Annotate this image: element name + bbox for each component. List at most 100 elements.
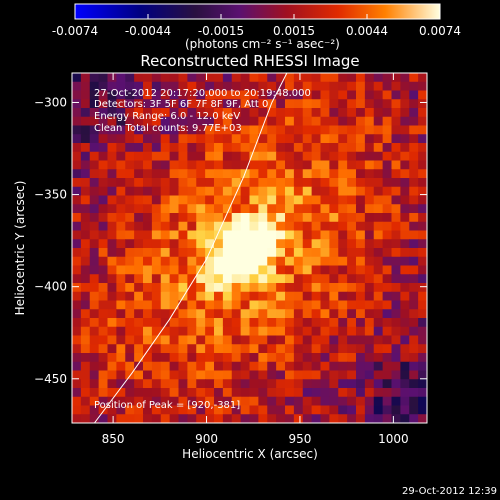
heatmap-cell (391, 90, 401, 100)
heatmap-cell (134, 116, 144, 127)
heatmap-cell (356, 99, 366, 109)
heatmap-cell (160, 169, 171, 179)
heatmap-cell (285, 239, 295, 249)
heatmap-cell (249, 151, 259, 162)
heatmap-cell (125, 353, 135, 363)
heatmap-cell (267, 361, 277, 372)
heatmap-cell (231, 143, 242, 153)
heatmap-cell (187, 204, 197, 214)
heatmap-cell (240, 186, 251, 197)
heatmap-cell (151, 221, 162, 232)
heatmap-cell (338, 318, 348, 328)
heatmap-cell (302, 396, 313, 407)
heatmap-cell (80, 90, 91, 100)
heatmap-cell (116, 81, 126, 92)
heatmap-cell (382, 248, 393, 258)
heatmap-cell (214, 361, 224, 372)
heatmap-cell (391, 99, 401, 109)
heatmap-cell (151, 370, 162, 380)
heatmap-cell (356, 318, 366, 328)
heatmap-cell (187, 388, 197, 398)
heatmap-cell (160, 195, 171, 205)
heatmap-cell (187, 221, 197, 232)
heatmap-cell (400, 151, 410, 162)
heatmap-cell (205, 291, 215, 302)
heatmap-cell (169, 309, 180, 319)
heatmap-cell (98, 265, 109, 275)
heatmap-cell (382, 195, 393, 205)
heatmap-cell (222, 300, 233, 310)
heatmap-cell (267, 353, 277, 363)
heatmap-cell (80, 221, 91, 232)
heatmap-cell (116, 291, 126, 302)
heatmap-cell (329, 239, 339, 249)
heatmap-cell (89, 291, 100, 302)
heatmap-cell (276, 108, 286, 118)
heatmap-cell (178, 134, 188, 144)
heatmap-cell (320, 213, 330, 223)
heatmap-cell (187, 160, 197, 170)
heatmap-cell (373, 379, 384, 389)
heatmap-cell (214, 414, 224, 423)
heatmap-cell (98, 213, 109, 223)
heatmap-cell (267, 169, 277, 179)
heatmap-cell (373, 186, 384, 197)
heatmap-cell (89, 335, 100, 345)
heatmap-cell (151, 143, 162, 153)
heatmap-cell (143, 300, 153, 310)
heatmap-cell (276, 388, 286, 398)
heatmap-cell (125, 81, 135, 92)
heatmap-cell (187, 108, 197, 118)
heatmap-cell (249, 213, 259, 223)
heatmap-cell (72, 283, 82, 293)
heatmap-cell (373, 160, 384, 170)
heatmap-cell (418, 116, 427, 127)
heatmap-cell (249, 318, 259, 328)
heatmap-cell (293, 99, 304, 109)
heatmap-cell (373, 370, 384, 380)
heatmap-cell (302, 291, 313, 302)
heatmap-cell (311, 116, 322, 127)
heatmap-cell (418, 379, 427, 389)
heatmap-cell (382, 344, 393, 354)
heatmap-cell (125, 178, 135, 188)
heatmap-cell (382, 405, 393, 415)
heatmap-cell (364, 108, 375, 118)
heatmap-cell (267, 370, 277, 380)
heatmap-cell (347, 108, 357, 118)
heatmap-cell (347, 230, 357, 240)
heatmap-cell (347, 300, 357, 310)
heatmap-cell (347, 388, 357, 398)
heatmap-cell (347, 396, 357, 407)
heatmap-cell (409, 169, 419, 179)
heatmap-cell (231, 160, 242, 170)
heatmap-cell (116, 353, 126, 363)
heatmap-cell (107, 335, 117, 345)
heatmap-cell (240, 248, 251, 258)
heatmap-cell (409, 134, 419, 144)
heatmap-cell (302, 256, 313, 267)
heatmap-cell (214, 396, 224, 407)
heatmap-cell (285, 283, 295, 293)
heatmap-cell (107, 370, 117, 380)
x-tick-label: 950 (288, 432, 311, 446)
heatmap-cell (400, 361, 410, 372)
heatmap-cell (311, 221, 322, 232)
heatmap-cell (80, 81, 91, 92)
heatmap-cell (143, 213, 153, 223)
heatmap-cell (418, 81, 427, 92)
heatmap-cell (258, 405, 268, 415)
heatmap-cell (143, 108, 153, 118)
heatmap-cell (382, 178, 393, 188)
heatmap-cell (249, 361, 259, 372)
heatmap-cell (125, 335, 135, 345)
heatmap-cell (143, 151, 153, 162)
heatmap-cell (72, 309, 82, 319)
heatmap-cell (302, 388, 313, 398)
heatmap-cell (391, 291, 401, 302)
heatmap-cell (276, 204, 286, 214)
heatmap-cell (293, 178, 304, 188)
heatmap-cell (311, 178, 322, 188)
heatmap-cell (302, 213, 313, 223)
heatmap-cell (134, 256, 144, 267)
